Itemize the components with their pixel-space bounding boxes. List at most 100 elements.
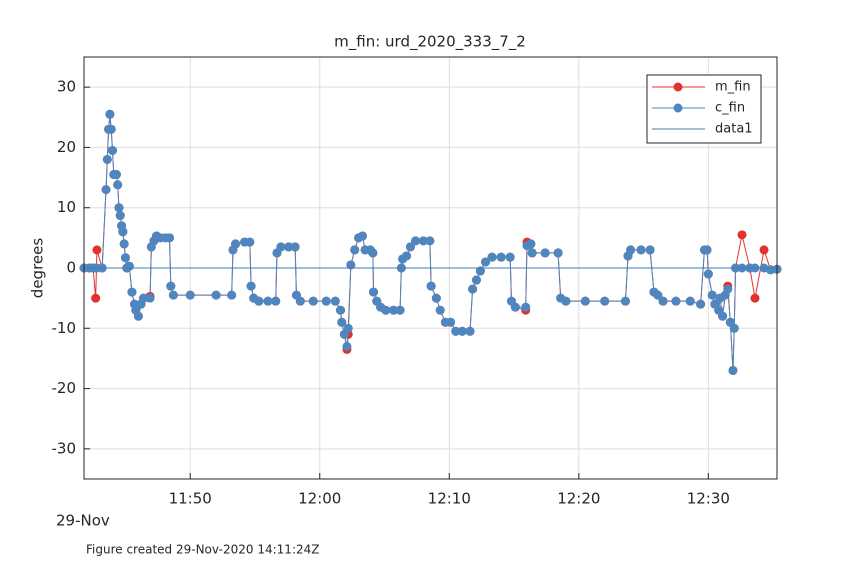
- point: [342, 341, 352, 351]
- point: [729, 323, 739, 333]
- point: [346, 260, 356, 270]
- point: [685, 296, 695, 306]
- point: [350, 245, 360, 255]
- point: [426, 281, 436, 291]
- point: [284, 242, 294, 252]
- legend-box: [646, 74, 762, 144]
- point: [343, 323, 353, 333]
- point: [658, 296, 668, 306]
- axes-box: [83, 56, 778, 480]
- point: [133, 311, 143, 321]
- point: [553, 248, 563, 258]
- point: [728, 365, 738, 375]
- point: [411, 236, 421, 246]
- point: [446, 317, 456, 327]
- x-tick-label: 12:30: [687, 490, 730, 508]
- point: [626, 245, 636, 255]
- point: [91, 293, 101, 303]
- point: [271, 296, 281, 306]
- legend-marker: [673, 103, 683, 113]
- point: [526, 239, 536, 249]
- x-tick-label: 11:50: [169, 490, 212, 508]
- point: [465, 326, 475, 336]
- point: [254, 296, 264, 306]
- point: [389, 305, 399, 315]
- point: [645, 245, 655, 255]
- footnote: Figure created 29-Nov-2020 14:11:24Z: [86, 543, 319, 557]
- x-tick-label: 12:10: [428, 490, 471, 508]
- point: [481, 257, 491, 267]
- x-tick-label: 12:00: [298, 490, 341, 508]
- point: [308, 296, 318, 306]
- y-tick-label: 10: [57, 198, 76, 216]
- point: [118, 227, 128, 237]
- point: [106, 124, 116, 134]
- point: [671, 296, 681, 306]
- point: [496, 252, 506, 262]
- point: [505, 252, 515, 262]
- point: [246, 281, 256, 291]
- point: [521, 302, 531, 312]
- plot-area: [79, 109, 782, 375]
- y-tick-label: 0: [66, 259, 76, 277]
- point: [164, 233, 174, 243]
- point: [105, 109, 115, 119]
- point: [337, 317, 347, 327]
- point: [510, 302, 520, 312]
- point: [139, 293, 149, 303]
- legend-label: c_fin: [715, 101, 745, 116]
- point: [487, 252, 497, 262]
- point: [636, 245, 646, 255]
- point: [435, 305, 445, 315]
- point: [723, 284, 733, 294]
- legend-label: data1: [715, 122, 753, 137]
- date-label: 29-Nov: [56, 512, 110, 530]
- legend-label: m_fin: [715, 80, 751, 95]
- point: [245, 237, 255, 247]
- point: [418, 236, 428, 246]
- point: [475, 266, 485, 276]
- point: [468, 284, 478, 294]
- point: [561, 296, 571, 306]
- point: [620, 296, 630, 306]
- point: [290, 242, 300, 252]
- point: [335, 305, 345, 315]
- point: [451, 326, 461, 336]
- point: [540, 248, 550, 258]
- point: [185, 290, 195, 300]
- point: [107, 145, 117, 155]
- point: [457, 326, 467, 336]
- y-axis-label: degrees: [29, 238, 47, 299]
- point: [580, 296, 590, 306]
- point: [527, 248, 537, 258]
- point: [471, 275, 481, 285]
- legend: m_fin c_fin data1: [646, 74, 762, 144]
- point: [101, 185, 111, 195]
- point: [211, 290, 221, 300]
- y-tick-label: -30: [52, 439, 77, 457]
- point: [707, 290, 717, 300]
- point: [102, 154, 112, 164]
- point: [119, 239, 129, 249]
- point: [369, 287, 379, 297]
- point: [703, 269, 713, 279]
- point: [381, 305, 391, 315]
- point: [718, 311, 728, 321]
- point: [145, 293, 155, 303]
- point: [166, 281, 176, 291]
- point: [696, 299, 706, 309]
- point: [759, 245, 769, 255]
- point: [115, 211, 125, 221]
- point: [330, 296, 340, 306]
- point: [231, 239, 241, 249]
- point: [295, 296, 305, 306]
- y-tick-label: -10: [52, 319, 77, 337]
- y-tick-label: 30: [57, 78, 76, 96]
- point: [111, 170, 121, 180]
- point: [114, 203, 124, 213]
- point: [431, 293, 441, 303]
- point: [92, 245, 102, 255]
- y-tick-label: -20: [52, 379, 77, 397]
- point: [653, 290, 663, 300]
